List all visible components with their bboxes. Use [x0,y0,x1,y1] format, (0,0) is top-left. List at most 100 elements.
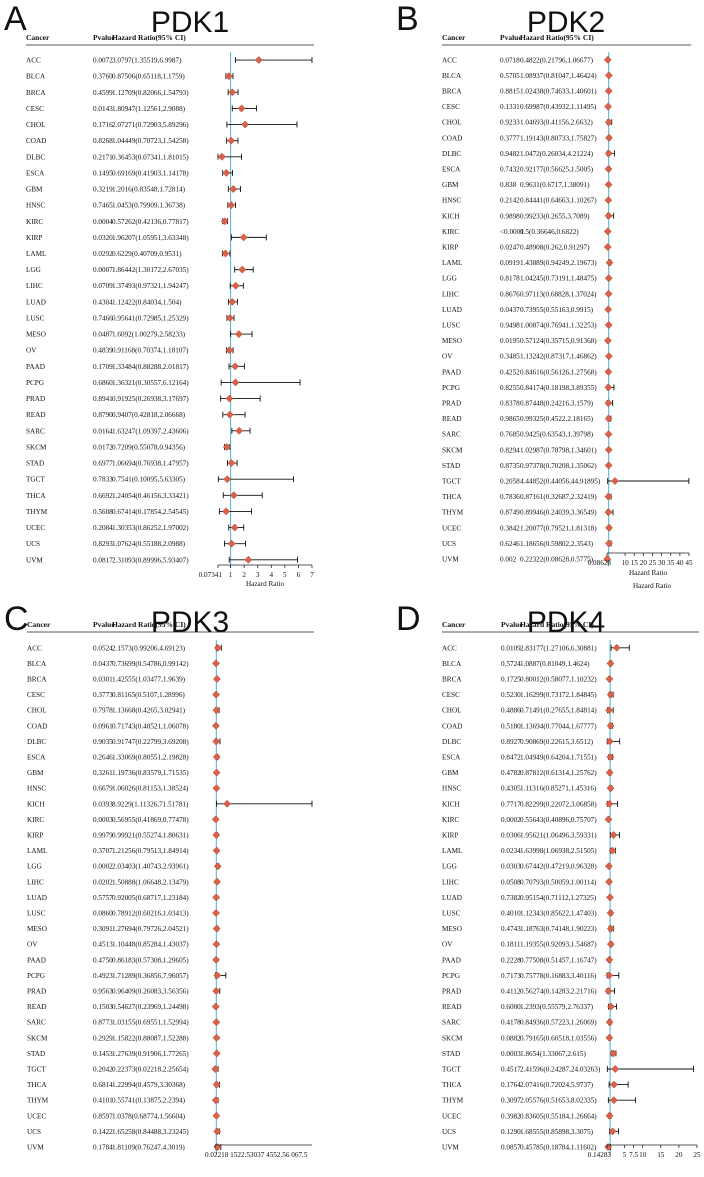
hazard-ratio-point [605,133,613,142]
cancer-label: THYM [442,509,464,517]
hazard-ratio-label: 0.80012(0.58077,1.10232) [520,676,597,684]
column-header-2: Hazard Ratio(95% CI) [520,620,594,629]
pvalue-label: 0.0072 [93,57,113,65]
cancer-label: THCA [26,492,46,500]
cancer-label: LAML [442,259,462,267]
hazard-ratio-label: 1.19736(0.83579,1.71535) [112,769,189,777]
cancer-label: ESCA [442,754,461,762]
x-tick-label: 0.14283 [588,1151,612,1159]
hazard-ratio-point [228,88,237,97]
pvalue-label: 0.7833 [93,476,113,484]
cancer-label: LGG [442,275,457,283]
cancer-label: SARC [26,427,45,435]
cancer-label: BLCA [442,72,462,80]
hazard-ratio-label: 1.2016(0.83548,1.72814) [112,186,186,194]
hazard-ratio-label: 0.5(0.36646,0.6822) [520,228,579,236]
hazard-ratio-label: 1.12343(0.85622,1.47403) [520,910,597,918]
hazard-ratio-label: 0.86183(0.57308,1.29605) [112,956,189,964]
hazard-ratio-label: 1.03155(0.69551,1.52994) [112,1019,189,1027]
x-tick-label: 20 [640,559,648,567]
hazard-ratio-point [605,1018,614,1027]
hazard-ratio-point [213,971,222,980]
column-header-0: Cancer [442,620,466,629]
hazard-ratio-point [606,924,615,933]
hazard-ratio-label: 0.73699(0.54786,0.99142) [112,660,189,668]
cancer-label: LUAD [442,306,462,314]
hazard-ratio-point [241,120,250,129]
pvalue-label: 0.0202 [93,878,113,886]
pvalue-label: 0.0007 [93,266,113,274]
hazard-ratio-label: 0.77508(0.51457,1.16747) [520,956,597,964]
hazard-ratio-point [605,955,614,964]
hazard-ratio-label: 3.0797(1.35519,6.9987) [112,57,182,65]
hazard-ratio-label: 1.13694(0.77044,1.67777) [520,722,597,730]
pvalue-label: 0.5230 [501,691,521,699]
cancer-label: THCA [442,493,462,501]
cancer-label: CESC [27,691,45,699]
hazard-ratio-point [231,362,240,371]
pvalue-label: 0.6679 [93,785,113,793]
pvalue-label: 0.1725 [501,676,521,684]
hazard-ratio-label: 1.43889(0.94249,2.19673) [520,259,597,267]
hazard-ratio-point [604,165,613,173]
cancer-label: PAAD [442,956,461,964]
hazard-ratio-point [213,1127,222,1136]
cancer-label: STAD [442,1050,460,1058]
cancer-label: UVM [442,1144,459,1152]
pvalue-label: 0.0709 [93,282,113,290]
cancer-label: ESCA [442,166,461,174]
hazard-ratio-point [217,152,226,161]
hazard-ratio-point [212,1033,221,1042]
hazard-ratio-label: 1.0887(0.81049,1.4624) [520,660,590,668]
hazard-ratio-label: 1.27694(0.79726,2.04521) [112,925,189,933]
cancer-label: COAD [27,722,47,730]
pvalue-label: 0.838 [500,181,517,189]
cancer-label: LUSC [442,322,461,330]
hazard-ratio-point [605,1111,614,1120]
pvalue-label: 0.4178 [501,1019,521,1027]
cancer-label: GBM [26,186,43,194]
pvalue-label: 0.5608 [93,508,113,516]
cancer-label: CHOL [26,121,46,129]
x-tick-label: 5 [283,571,287,579]
cancer-label: KIRC [26,218,43,226]
pvalue-label: 0.0393 [93,800,113,808]
hazard-ratio-point [213,643,222,652]
hazard-ratio-label: 0.87161(0.32687,2.32419) [520,493,597,501]
hazard-ratio-point [212,987,221,995]
pvalue-label: 0.4923 [93,972,113,980]
pvalue-label: 0.5705 [500,72,520,80]
hazard-ratio-label: 1.19143(0.80733,1.75827) [520,134,597,142]
hazard-ratio-point [231,378,240,387]
hazard-ratio-label: 0.79165(0.60518,1.03556) [520,1034,597,1042]
hazard-ratio-label: 1.24054(0.46156,3.33421) [112,492,189,500]
hazard-ratio-label: 0.70793(0.50059,1.00114) [520,878,597,886]
hazard-ratio-point [611,477,619,485]
cancer-label: CESC [442,691,460,699]
hazard-ratio-label: 1.6092(1.00279,2.58233) [112,331,186,339]
pvalue-label: 0.0002 [93,863,113,871]
hazard-ratio-label: 1.13242(0.87317,1.46862) [520,353,597,361]
hazard-ratio-label: 1.50888(1.06648,2.13479) [112,878,189,886]
cancer-label: BRCA [27,676,47,684]
hazard-ratio-point [604,71,613,80]
cancer-label: GBM [442,181,459,189]
hazard-ratio-point [605,539,613,548]
hazard-ratio-label: 1.80947(1.12561,2.9088) [112,105,186,113]
cancer-label: TGCT [442,1066,461,1074]
cancer-label: COAD [442,134,462,142]
cancer-label: LAML [442,847,462,855]
cancer-label: UCS [442,1128,456,1136]
panel-title: PDK2 [526,6,606,39]
pvalue-label: 0.4304 [93,298,113,306]
hazard-ratio-label: 0.36453(0.07341,1.81015) [112,153,189,161]
hazard-ratio-label: 1.27639(0.91906,1.77265) [112,1050,189,1058]
cancer-label: ACC [27,644,42,652]
x-axis-label: Hazard Ratio [629,569,668,577]
hazard-ratio-label: 1.33069(0.80551,2.19828) [112,754,189,762]
pvalue-label: 0.4743 [501,925,521,933]
cancer-label: HNSC [26,202,45,210]
pvalue-label: 0.9898 [500,212,520,220]
hazard-ratio-point [609,831,618,839]
cancer-label: PRAD [27,988,46,996]
